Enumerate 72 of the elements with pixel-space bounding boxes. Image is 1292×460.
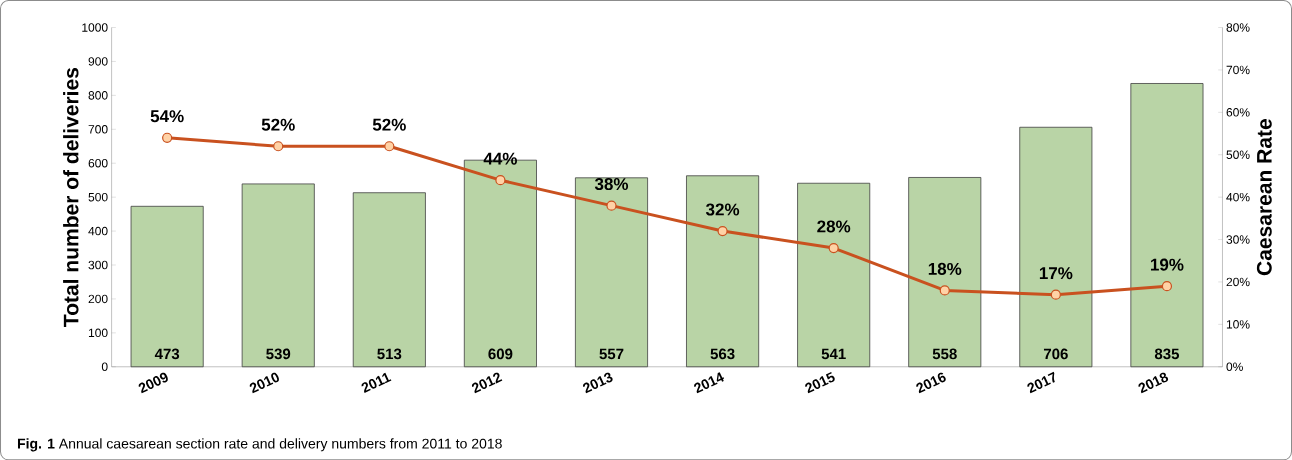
y-tick-label: 300 bbox=[88, 260, 108, 270]
bar bbox=[241, 183, 315, 367]
bar bbox=[908, 176, 982, 367]
y-tick-label: 800 bbox=[88, 90, 108, 100]
y2-tick-label: 60% bbox=[1226, 107, 1250, 117]
data-label: 558 bbox=[932, 348, 957, 360]
y2-tick-label: 80% bbox=[1226, 23, 1250, 32]
point bbox=[273, 140, 284, 152]
x-tick-label: 2017 bbox=[1027, 371, 1055, 394]
y2-tick-label: 20% bbox=[1226, 277, 1250, 287]
data-label: 38% bbox=[594, 177, 629, 190]
bar bbox=[352, 192, 426, 367]
point bbox=[828, 242, 839, 253]
data-label: 513 bbox=[377, 348, 402, 360]
x-tick-label: 2016 bbox=[916, 372, 946, 394]
data-label: 473 bbox=[154, 348, 180, 360]
y-tick-label: 900 bbox=[88, 57, 108, 66]
y-tick-label: 100 bbox=[88, 328, 108, 337]
y-tick-label: 500 bbox=[88, 192, 108, 202]
point bbox=[1161, 280, 1173, 292]
data-label: 557 bbox=[599, 348, 624, 360]
data-label: 52% bbox=[261, 118, 295, 131]
y-tick-label: 700 bbox=[88, 124, 108, 134]
x-tick-label: 2012 bbox=[471, 372, 503, 394]
x-tick-label: 2015 bbox=[805, 371, 835, 394]
y2-tick-label: 40% bbox=[1226, 192, 1250, 202]
x-tick-label: 2018 bbox=[1138, 372, 1169, 394]
x-tick-label: 2011 bbox=[361, 372, 392, 393]
x-tick-label: 2014 bbox=[694, 372, 725, 394]
data-label: 19% bbox=[1150, 258, 1184, 271]
point bbox=[939, 285, 950, 296]
point bbox=[384, 140, 395, 152]
bar bbox=[574, 177, 648, 367]
data-label: 835 bbox=[1154, 348, 1180, 360]
point bbox=[495, 174, 506, 186]
y-tick-label: 200 bbox=[88, 294, 108, 304]
x-tick-label: 2009 bbox=[138, 372, 168, 394]
y-tick-label: 1000 bbox=[82, 23, 108, 32]
bar bbox=[1130, 82, 1204, 367]
data-label: 609 bbox=[488, 348, 513, 360]
data-label: 539 bbox=[266, 348, 291, 360]
point bbox=[606, 200, 617, 211]
bar bbox=[686, 175, 760, 367]
data-label: 17% bbox=[1039, 267, 1073, 279]
bar bbox=[797, 182, 871, 367]
text: Fig. 1 Annual caesarean section rate and delivery numbers from 2011 to 2018 bbox=[17, 438, 502, 452]
data-label: 52% bbox=[372, 118, 406, 131]
y-tick-label: 0 bbox=[101, 362, 108, 371]
x-tick-label: 2013 bbox=[583, 372, 613, 394]
y2-tick-label: 30% bbox=[1226, 235, 1250, 244]
y2-tick-label: 0% bbox=[1226, 362, 1243, 371]
y2-tick-label: 70% bbox=[1226, 65, 1250, 75]
bar bbox=[130, 205, 204, 367]
y2-tick-label: 10% bbox=[1226, 319, 1250, 329]
x-tick-label: 2010 bbox=[249, 372, 279, 394]
y-tick-label: 400 bbox=[88, 226, 108, 236]
data-label: 44% bbox=[483, 152, 517, 165]
y2-tick-label: 50% bbox=[1226, 150, 1250, 159]
point bbox=[162, 132, 173, 143]
bar bbox=[1019, 126, 1093, 367]
point bbox=[717, 225, 728, 236]
data-label: 32% bbox=[705, 203, 740, 216]
data-label: 28% bbox=[817, 220, 851, 233]
data-label: 706 bbox=[1043, 348, 1068, 360]
data-label: 563 bbox=[710, 348, 735, 360]
y-axis-title: Total number of deliveries bbox=[63, 67, 79, 327]
data-label: 54% bbox=[150, 110, 184, 123]
y2-axis-title: Caesarean Rate bbox=[1256, 118, 1272, 275]
data-label: 18% bbox=[928, 262, 962, 275]
point bbox=[1050, 289, 1061, 300]
data-label: 541 bbox=[821, 348, 846, 360]
y-tick-label: 600 bbox=[88, 158, 108, 168]
